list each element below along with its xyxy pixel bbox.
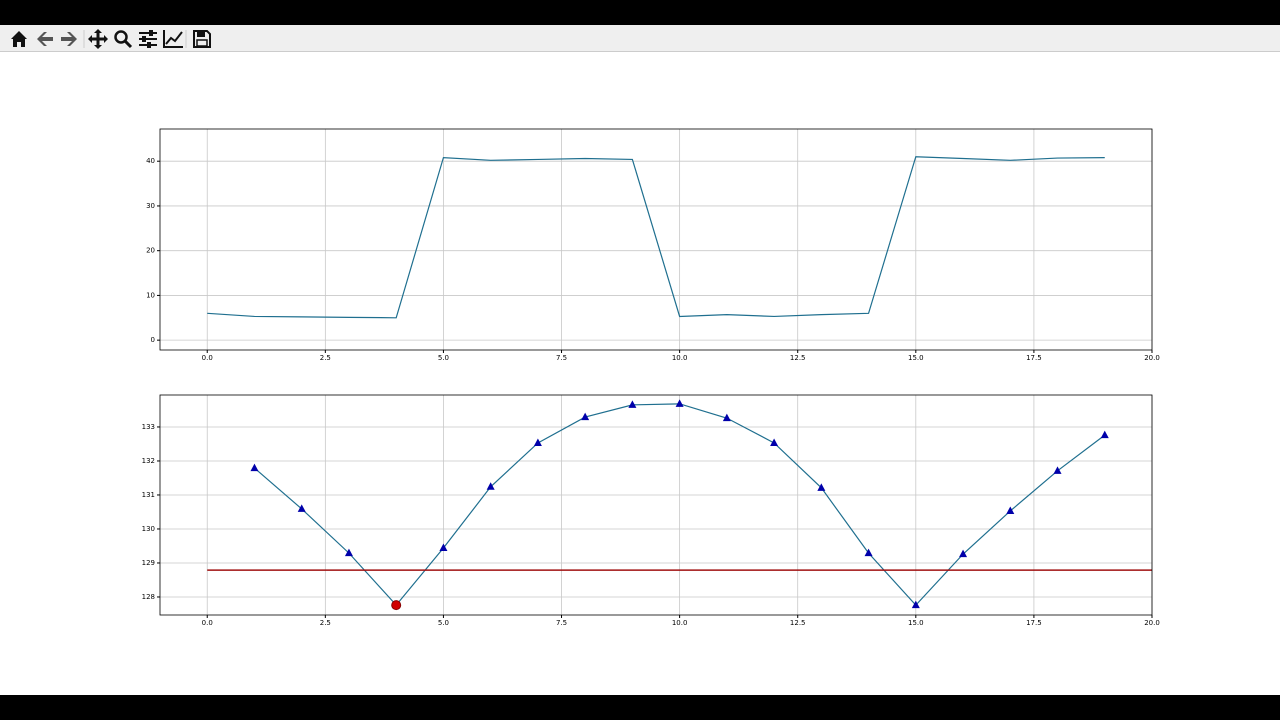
knob bbox=[149, 30, 153, 36]
x-tick-label: 12.5 bbox=[790, 354, 806, 362]
x-tick-label: 15.0 bbox=[908, 619, 924, 627]
triangle-marker bbox=[581, 412, 590, 421]
triangle-marker bbox=[817, 483, 826, 491]
axis-icon-line bbox=[165, 31, 183, 45]
y-tick-label: 129 bbox=[142, 559, 155, 567]
back-icon bbox=[37, 32, 53, 46]
triangle-marker bbox=[297, 504, 306, 512]
axes-frame bbox=[159, 394, 1153, 616]
x-tick-label: 2.5 bbox=[320, 354, 331, 362]
triangle-marker bbox=[722, 413, 731, 422]
y-tick-label: 128 bbox=[142, 593, 155, 601]
triangle-marker bbox=[959, 549, 968, 558]
y-tick-label: 130 bbox=[142, 525, 155, 533]
x-tick-label: 5.0 bbox=[438, 619, 449, 627]
edit-axis-button[interactable] bbox=[163, 30, 183, 48]
triangle-marker bbox=[486, 482, 495, 490]
highlight-point bbox=[391, 600, 402, 611]
triangle-marker bbox=[675, 399, 684, 407]
x-tick-label: 17.5 bbox=[1026, 354, 1042, 362]
knob bbox=[147, 42, 151, 48]
triangle-marker bbox=[250, 463, 259, 472]
x-tick-label: 2.5 bbox=[320, 619, 331, 627]
triangle-marker bbox=[533, 438, 542, 446]
y-tick-label: 133 bbox=[142, 423, 155, 431]
triangle-marker bbox=[911, 600, 920, 609]
top-bar bbox=[0, 0, 1280, 25]
y-tick-label: 0 bbox=[151, 336, 155, 344]
configure-button[interactable] bbox=[139, 30, 157, 48]
triangle-marker bbox=[628, 400, 637, 408]
y-tick-label: 40 bbox=[146, 157, 155, 165]
back-button[interactable] bbox=[37, 32, 53, 46]
zoom-button[interactable] bbox=[114, 30, 133, 49]
axes-frame bbox=[159, 128, 1153, 351]
triangle-marker bbox=[1053, 466, 1062, 474]
x-tick-label: 10.0 bbox=[672, 619, 688, 627]
bottom-bar bbox=[0, 695, 1280, 720]
triangle-marker bbox=[770, 438, 779, 446]
x-tick-label: 12.5 bbox=[790, 619, 806, 627]
x-tick-label: 20.0 bbox=[1144, 619, 1160, 627]
triangle-marker bbox=[1100, 430, 1109, 439]
pan-button[interactable] bbox=[88, 29, 108, 49]
x-tick-label: 7.5 bbox=[556, 354, 567, 362]
save-icon-top bbox=[197, 32, 205, 37]
save-icon bbox=[193, 30, 211, 48]
triangle-marker bbox=[864, 548, 873, 557]
home-button[interactable] bbox=[11, 31, 27, 47]
x-tick-label: 15.0 bbox=[908, 354, 924, 362]
toolbar bbox=[0, 25, 1280, 52]
triangle-marker bbox=[1006, 506, 1015, 514]
zoom-icon bbox=[114, 30, 128, 44]
series-line bbox=[207, 156, 1105, 319]
x-tick-label: 10.0 bbox=[672, 354, 688, 362]
y-tick-label: 131 bbox=[142, 491, 155, 499]
x-tick-label: 20.0 bbox=[1144, 354, 1160, 362]
triangle-marker bbox=[344, 548, 353, 557]
save-button[interactable] bbox=[193, 30, 211, 48]
knob bbox=[142, 36, 146, 42]
axis-icon bbox=[163, 30, 183, 48]
forward-button[interactable] bbox=[61, 32, 77, 46]
x-tick-label: 17.5 bbox=[1026, 619, 1042, 627]
forward-icon bbox=[61, 32, 77, 46]
triangle-marker bbox=[439, 543, 448, 552]
y-tick-label: 30 bbox=[146, 202, 155, 210]
x-tick-label: 5.0 bbox=[438, 354, 449, 362]
y-tick-label: 132 bbox=[142, 457, 155, 465]
pan-icon bbox=[88, 29, 108, 49]
home-icon bbox=[11, 31, 27, 47]
save-icon-label bbox=[196, 39, 208, 47]
x-tick-label: 0.0 bbox=[202, 354, 213, 362]
y-tick-label: 10 bbox=[146, 291, 155, 299]
zoom-handle bbox=[123, 39, 133, 49]
x-tick-label: 0.0 bbox=[202, 619, 213, 627]
y-tick-label: 20 bbox=[146, 247, 155, 255]
x-tick-label: 7.5 bbox=[556, 619, 567, 627]
